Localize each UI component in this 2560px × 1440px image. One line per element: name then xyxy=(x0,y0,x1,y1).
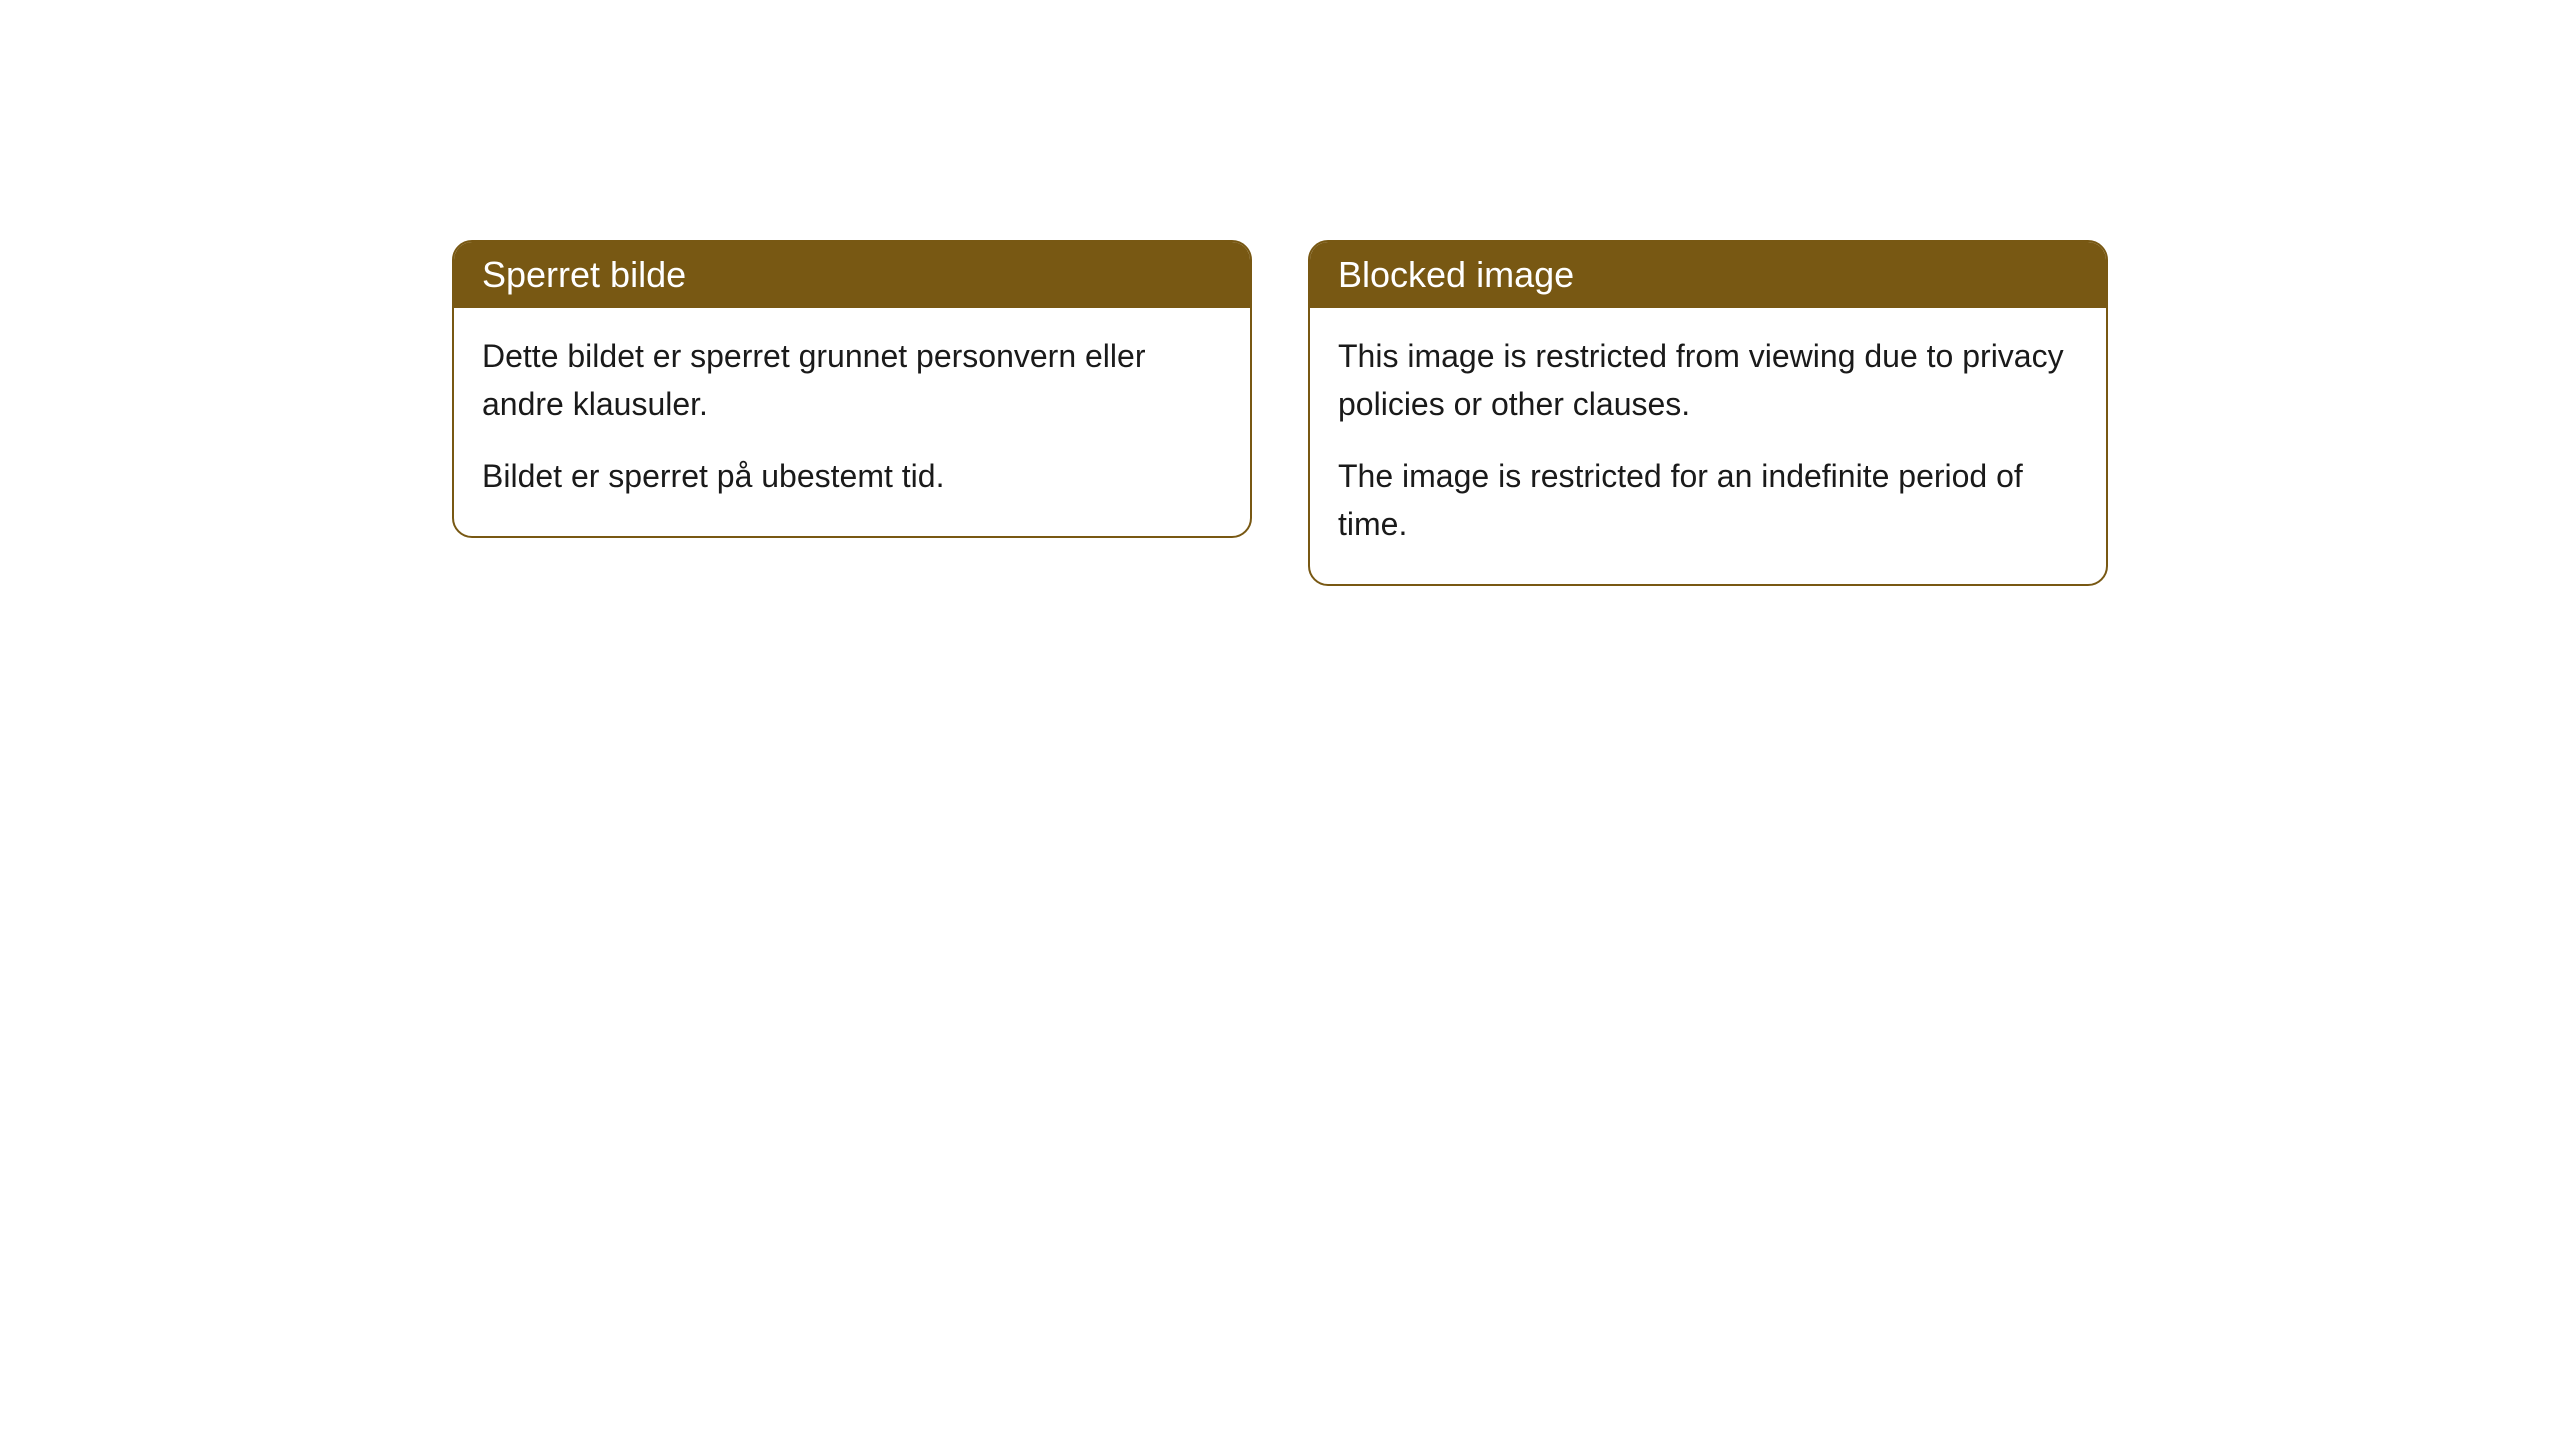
card-text-1: This image is restricted from viewing du… xyxy=(1338,332,2078,428)
notice-container: Sperret bilde Dette bildet er sperret gr… xyxy=(452,240,2108,1440)
card-body: Dette bildet er sperret grunnet personve… xyxy=(454,308,1250,536)
card-text-2: Bildet er sperret på ubestemt tid. xyxy=(482,452,1222,500)
card-text-1: Dette bildet er sperret grunnet personve… xyxy=(482,332,1222,428)
card-body: This image is restricted from viewing du… xyxy=(1310,308,2106,584)
card-header: Blocked image xyxy=(1310,242,2106,308)
card-title: Blocked image xyxy=(1338,254,1574,295)
card-header: Sperret bilde xyxy=(454,242,1250,308)
notice-card-english: Blocked image This image is restricted f… xyxy=(1308,240,2108,586)
card-title: Sperret bilde xyxy=(482,254,686,295)
notice-card-norwegian: Sperret bilde Dette bildet er sperret gr… xyxy=(452,240,1252,538)
card-text-2: The image is restricted for an indefinit… xyxy=(1338,452,2078,548)
